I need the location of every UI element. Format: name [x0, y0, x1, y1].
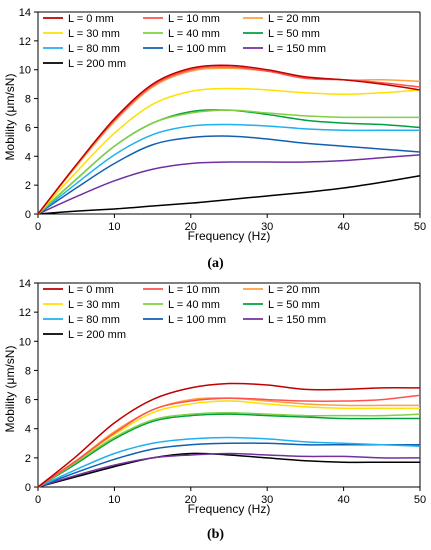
- y-tick-label: 8: [25, 365, 31, 377]
- series-line-80mm: [37, 123, 420, 215]
- caption-panel-a: (a): [207, 256, 224, 271]
- y-tick-label: 0: [25, 209, 31, 221]
- legend-label: L = 10 mm: [168, 13, 220, 25]
- x-tick-label: 20: [185, 494, 197, 506]
- legend-label: L = 20 mm: [268, 284, 320, 296]
- legend-label: L = 20 mm: [268, 13, 320, 25]
- y-tick-label: 10: [19, 65, 31, 77]
- x-tick-label: 0: [35, 494, 41, 506]
- series-line-40mm: [37, 411, 421, 488]
- series-line-80mm: [37, 436, 421, 488]
- series-line-40mm: [37, 109, 420, 215]
- x-tick-label: 0: [35, 221, 41, 233]
- legend-label: L = 50 mm: [268, 299, 320, 311]
- legend-label: L = 0 mm: [68, 13, 114, 25]
- y-tick-label: 2: [25, 180, 31, 192]
- x-tick-label: 40: [337, 221, 349, 233]
- series-line-100mm: [37, 135, 421, 215]
- legend-label: L = 30 mm: [68, 299, 120, 311]
- series-line-50mm: [37, 413, 420, 488]
- legend-label: L = 150 mm: [268, 43, 326, 55]
- series-line-20mm: [37, 397, 420, 488]
- y-axis-label: Mobility (μm/sN): [3, 74, 17, 161]
- legend-label: L = 80 mm: [68, 314, 120, 326]
- y-tick-label: 10: [19, 336, 31, 348]
- y-tick-label: 12: [19, 307, 31, 319]
- x-axis-label: Frequency (Hz): [188, 502, 271, 516]
- x-tick-label: 10: [108, 221, 120, 233]
- x-tick-label: 50: [414, 221, 426, 233]
- y-tick-label: 14: [19, 7, 31, 19]
- legend-label: L = 50 mm: [268, 28, 320, 40]
- y-tick-label: 4: [25, 424, 31, 436]
- series-line-200mm: [37, 175, 421, 215]
- legend-label: L = 80 mm: [68, 43, 120, 55]
- y-tick-label: 4: [25, 151, 31, 163]
- x-axis-label: Frequency (Hz): [188, 229, 271, 243]
- legend-label: L = 30 mm: [68, 28, 120, 40]
- x-tick-label: 20: [185, 221, 197, 233]
- series-line-0mm: [37, 64, 421, 215]
- y-tick-label: 6: [25, 122, 31, 134]
- y-tick-label: 12: [19, 36, 31, 48]
- series-line-10mm: [37, 394, 421, 488]
- legend-label: L = 200 mm: [68, 58, 126, 70]
- x-tick-label: 10: [108, 494, 120, 506]
- series-group: [37, 382, 421, 488]
- legend: L = 0 mm L = 10 mm L = 20 mm L = 30 mm L = 4…: [43, 13, 326, 70]
- caption-panel-b: (b): [206, 527, 225, 542]
- x-tick-label: 50: [414, 494, 426, 506]
- series-line-200mm: [37, 452, 420, 488]
- series-line-30mm: [37, 87, 421, 215]
- x-tick-label: 40: [337, 494, 349, 506]
- series-line-30mm: [37, 400, 420, 488]
- series-line-150mm: [37, 154, 421, 215]
- legend-label: L = 200 mm: [68, 329, 126, 341]
- y-axis-label: Mobility (μm/sN): [3, 346, 17, 433]
- legend-label: L = 10 mm: [168, 284, 220, 296]
- y-tick-label: 6: [25, 395, 31, 407]
- legend-label: L = 150 mm: [268, 314, 326, 326]
- legend: L = 0 mm L = 10 mm L = 20 mm L = 30 mm L = 4…: [43, 284, 326, 341]
- chart-panel-b: 0 2 4 6 8 10 12 14 0 10 20 30 40 50 Frequency (Hz) Mobi…: [3, 278, 426, 516]
- series-line-100mm: [37, 442, 420, 488]
- chart-panel-a: 0 2 4 6 8 10 12 14 0 10 20 30 40 50 Frequency (Hz) Mobi…: [3, 7, 426, 243]
- y-tick-label: 0: [25, 482, 31, 494]
- legend-label: L = 40 mm: [168, 299, 220, 311]
- x-tick-label: 30: [261, 221, 273, 233]
- legend-label: L = 40 mm: [168, 28, 220, 40]
- x-tick-label: 30: [261, 494, 273, 506]
- legend-label: L = 100 mm: [168, 43, 226, 55]
- y-tick-label: 2: [25, 453, 31, 465]
- legend-label: L = 100 mm: [168, 314, 226, 326]
- series-group: [37, 64, 421, 215]
- y-tick-label: 14: [19, 278, 31, 290]
- series-line-150mm: [37, 452, 421, 488]
- legend-label: L = 0 mm: [68, 284, 114, 296]
- y-tick-label: 8: [25, 94, 31, 106]
- series-line-0mm: [37, 382, 421, 488]
